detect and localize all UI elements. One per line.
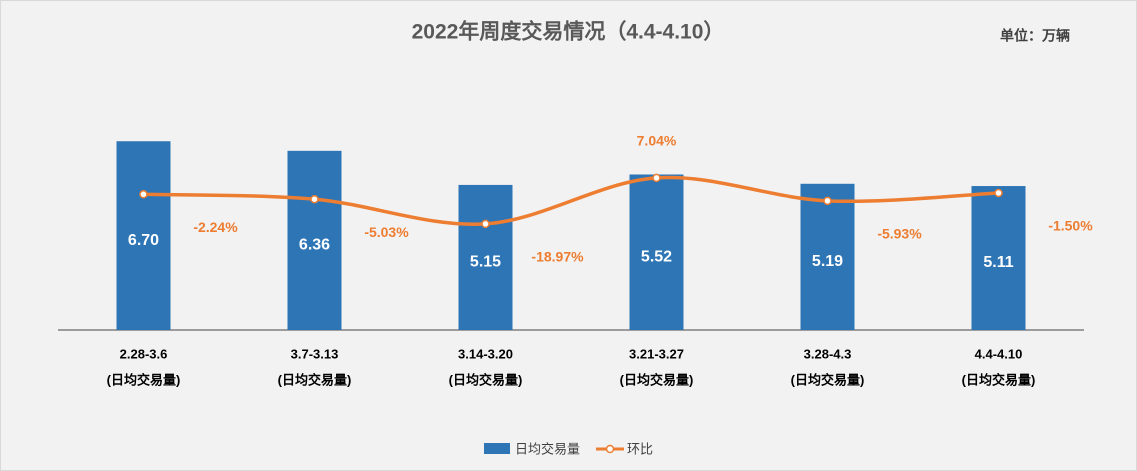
line-marker: [652, 173, 661, 183]
unit-label: 单位：万辆: [1000, 28, 1070, 44]
bar-value-label: 6.70: [128, 232, 159, 249]
line-marker: [139, 190, 148, 199]
legend-marker: [605, 444, 615, 454]
line-value-label: -5.93%: [877, 226, 922, 242]
bar: [629, 174, 684, 330]
line-marker: [823, 196, 832, 206]
x-tick-label: 3.21-3.27: [629, 346, 684, 361]
x-tick-label: (日均交易量): [791, 372, 865, 387]
x-tick-label: (日均交易量): [620, 372, 694, 387]
line-marker: [481, 219, 490, 229]
x-tick-label: 4.4-4.10: [975, 346, 1023, 361]
legend-label: 环比: [627, 441, 653, 456]
line: [143, 175, 999, 226]
bar-value-label: 6.36: [299, 237, 330, 254]
bar-value-label: 5.52: [641, 248, 672, 265]
line-value-label: -5.03%: [364, 224, 409, 240]
x-tick-label: (日均交易量): [278, 372, 352, 387]
line-marker: [310, 194, 319, 204]
bar-value-label: 5.11: [983, 254, 1013, 271]
line-value-label: -1.50%: [1048, 218, 1093, 234]
x-tick-label: 2.28-3.6: [120, 346, 168, 361]
x-tick-label: (日均交易量): [962, 372, 1036, 387]
bar: [458, 184, 513, 330]
legend-label: 日均交易量: [515, 441, 580, 456]
x-tick-label: 3.14-3.20: [458, 346, 513, 361]
line-value-label: 7.04%: [637, 133, 677, 149]
chart-title: 2022年周度交易情况（4.4-4.10）: [412, 20, 725, 44]
x-tick-label: (日均交易量): [107, 372, 181, 387]
bar: [800, 183, 855, 330]
bar-value-label: 5.19: [812, 253, 843, 270]
line-value-label: -2.24%: [193, 219, 238, 235]
line-value-label: -18.97%: [531, 249, 584, 265]
bar-value-label: 5.15: [470, 254, 501, 271]
bar: [116, 141, 171, 330]
x-tick-label: 3.28-4.3: [804, 346, 852, 361]
line-marker: [994, 188, 1003, 198]
bar: [287, 150, 342, 330]
legend-swatch: [484, 443, 510, 454]
x-tick-label: (日均交易量): [449, 372, 523, 387]
x-tick-label: 3.7-3.13: [291, 346, 339, 361]
bar: [971, 186, 1026, 330]
